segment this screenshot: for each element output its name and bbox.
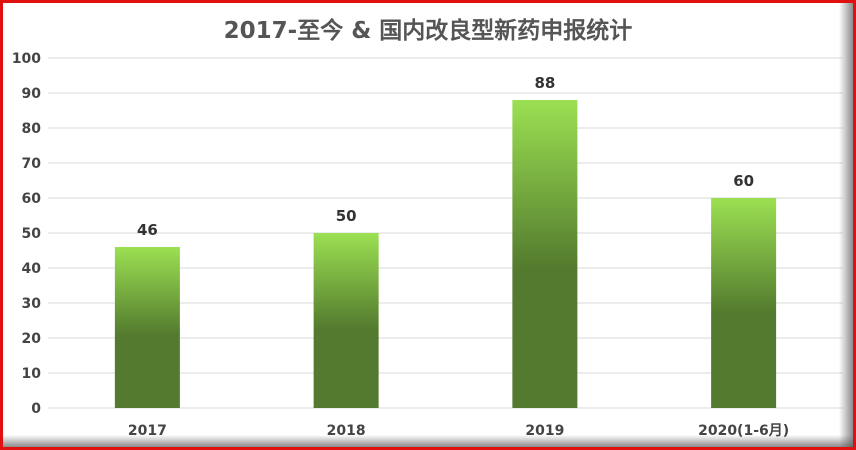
y-tick-label: 80 [22,121,42,137]
bar-chart: 0102030405060708090100462017502018882019… [12,51,843,439]
y-tick-label: 60 [22,191,42,207]
y-tick-label: 100 [12,51,41,67]
data-label: 88 [534,74,555,92]
y-tick-label: 10 [22,366,42,382]
y-tick-label: 20 [22,331,42,347]
y-tick-label: 0 [31,401,41,417]
shadow-right [839,3,853,447]
bar [313,233,379,408]
y-tick-label: 40 [22,261,42,277]
bar [512,100,578,408]
data-label: 50 [336,207,357,225]
bar [711,198,777,408]
shadow-bottom [3,435,853,447]
data-label: 46 [137,221,158,239]
y-tick-label: 70 [22,156,42,172]
y-tick-label: 90 [22,86,42,102]
bar [114,247,180,408]
y-tick-label: 50 [22,226,42,242]
data-label: 60 [733,172,754,190]
y-tick-label: 30 [22,296,42,312]
chart-title: 2017-至今 & 国内改良型新药申报统计 [223,18,633,44]
